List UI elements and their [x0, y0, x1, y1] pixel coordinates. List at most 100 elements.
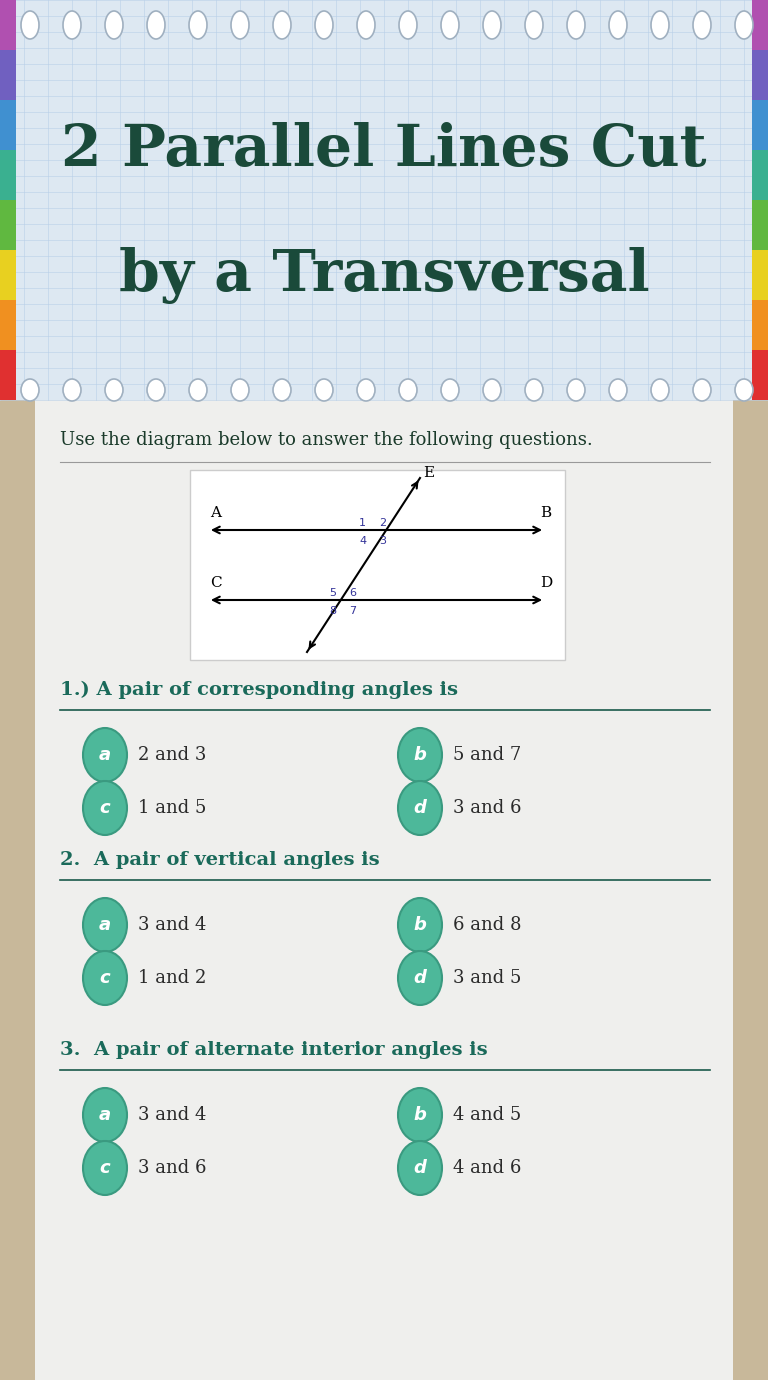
Ellipse shape [651, 380, 669, 402]
Ellipse shape [735, 11, 753, 39]
Bar [733, 400, 768, 1380]
Text: b: b [413, 916, 426, 934]
Text: 4 and 5: 4 and 5 [453, 1105, 521, 1123]
Text: 5 and 7: 5 and 7 [453, 747, 521, 765]
Text: c: c [100, 969, 111, 987]
Text: 3 and 5: 3 and 5 [453, 969, 521, 987]
Ellipse shape [399, 11, 417, 39]
Text: 4 and 6: 4 and 6 [453, 1159, 521, 1177]
Text: a: a [99, 747, 111, 765]
Ellipse shape [315, 380, 333, 402]
Text: E: E [423, 466, 434, 480]
Ellipse shape [735, 380, 753, 402]
Ellipse shape [83, 1141, 127, 1195]
Bar [0, 0, 16, 50]
Bar [0, 0, 768, 400]
Text: a: a [99, 1105, 111, 1123]
Text: d: d [413, 1159, 426, 1177]
Ellipse shape [147, 11, 165, 39]
Text: 6 and 8: 6 and 8 [453, 916, 521, 934]
Ellipse shape [398, 1141, 442, 1195]
Text: b: b [413, 1105, 426, 1123]
Text: by a Transversal: by a Transversal [118, 247, 650, 304]
Text: 5: 5 [329, 588, 336, 598]
Ellipse shape [83, 729, 127, 782]
Bar [0, 250, 16, 299]
Ellipse shape [231, 380, 249, 402]
Bar [0, 150, 16, 200]
Bar [190, 471, 565, 660]
Bar [752, 250, 768, 299]
Bar [0, 351, 16, 400]
Bar [0, 50, 16, 99]
Text: 1 and 5: 1 and 5 [138, 799, 207, 817]
Text: 2 Parallel Lines Cut: 2 Parallel Lines Cut [61, 121, 707, 178]
Text: d: d [413, 969, 426, 987]
Ellipse shape [441, 11, 459, 39]
Ellipse shape [315, 11, 333, 39]
Text: 1: 1 [359, 518, 366, 529]
Bar [0, 299, 16, 351]
Ellipse shape [273, 11, 291, 39]
Ellipse shape [398, 951, 442, 1005]
Text: 6: 6 [349, 588, 356, 598]
Text: a: a [99, 916, 111, 934]
Ellipse shape [609, 11, 627, 39]
Bar [752, 200, 768, 250]
Ellipse shape [105, 380, 123, 402]
Text: 2: 2 [379, 518, 386, 529]
Bar [0, 400, 35, 1380]
Ellipse shape [567, 11, 585, 39]
Text: D: D [540, 575, 552, 591]
Ellipse shape [357, 380, 375, 402]
Ellipse shape [83, 951, 127, 1005]
Text: B: B [540, 506, 551, 520]
Ellipse shape [83, 781, 127, 835]
Text: C: C [210, 575, 222, 591]
Text: c: c [100, 799, 111, 817]
Bar [752, 99, 768, 150]
Text: 7: 7 [349, 606, 356, 615]
Ellipse shape [63, 11, 81, 39]
Text: 3 and 4: 3 and 4 [138, 1105, 207, 1123]
Bar [752, 150, 768, 200]
Ellipse shape [231, 11, 249, 39]
Text: 2 and 3: 2 and 3 [138, 747, 207, 765]
Ellipse shape [83, 898, 127, 952]
Text: b: b [413, 747, 426, 765]
Ellipse shape [441, 380, 459, 402]
Bar [752, 299, 768, 351]
Ellipse shape [398, 781, 442, 835]
Ellipse shape [63, 380, 81, 402]
Ellipse shape [651, 11, 669, 39]
Ellipse shape [567, 380, 585, 402]
Ellipse shape [525, 380, 543, 402]
Text: 3 and 6: 3 and 6 [453, 799, 521, 817]
Text: 1 and 2: 1 and 2 [138, 969, 207, 987]
Ellipse shape [693, 11, 711, 39]
Ellipse shape [357, 11, 375, 39]
Text: 2.  A pair of vertical angles is: 2. A pair of vertical angles is [60, 851, 379, 869]
Bar [752, 351, 768, 400]
Text: Use the diagram below to answer the following questions.: Use the diagram below to answer the foll… [60, 431, 593, 448]
Ellipse shape [21, 11, 39, 39]
Ellipse shape [189, 380, 207, 402]
Ellipse shape [399, 380, 417, 402]
Bar [0, 200, 16, 250]
Text: 3 and 6: 3 and 6 [138, 1159, 207, 1177]
Ellipse shape [483, 380, 501, 402]
Ellipse shape [398, 729, 442, 782]
Bar [752, 50, 768, 99]
Ellipse shape [189, 11, 207, 39]
Ellipse shape [525, 11, 543, 39]
Text: 3: 3 [379, 535, 386, 546]
Ellipse shape [693, 380, 711, 402]
Text: A: A [210, 506, 221, 520]
Ellipse shape [147, 380, 165, 402]
Ellipse shape [398, 898, 442, 952]
Ellipse shape [609, 380, 627, 402]
Text: c: c [100, 1159, 111, 1177]
Ellipse shape [105, 11, 123, 39]
Ellipse shape [21, 380, 39, 402]
Text: 8: 8 [329, 606, 336, 615]
